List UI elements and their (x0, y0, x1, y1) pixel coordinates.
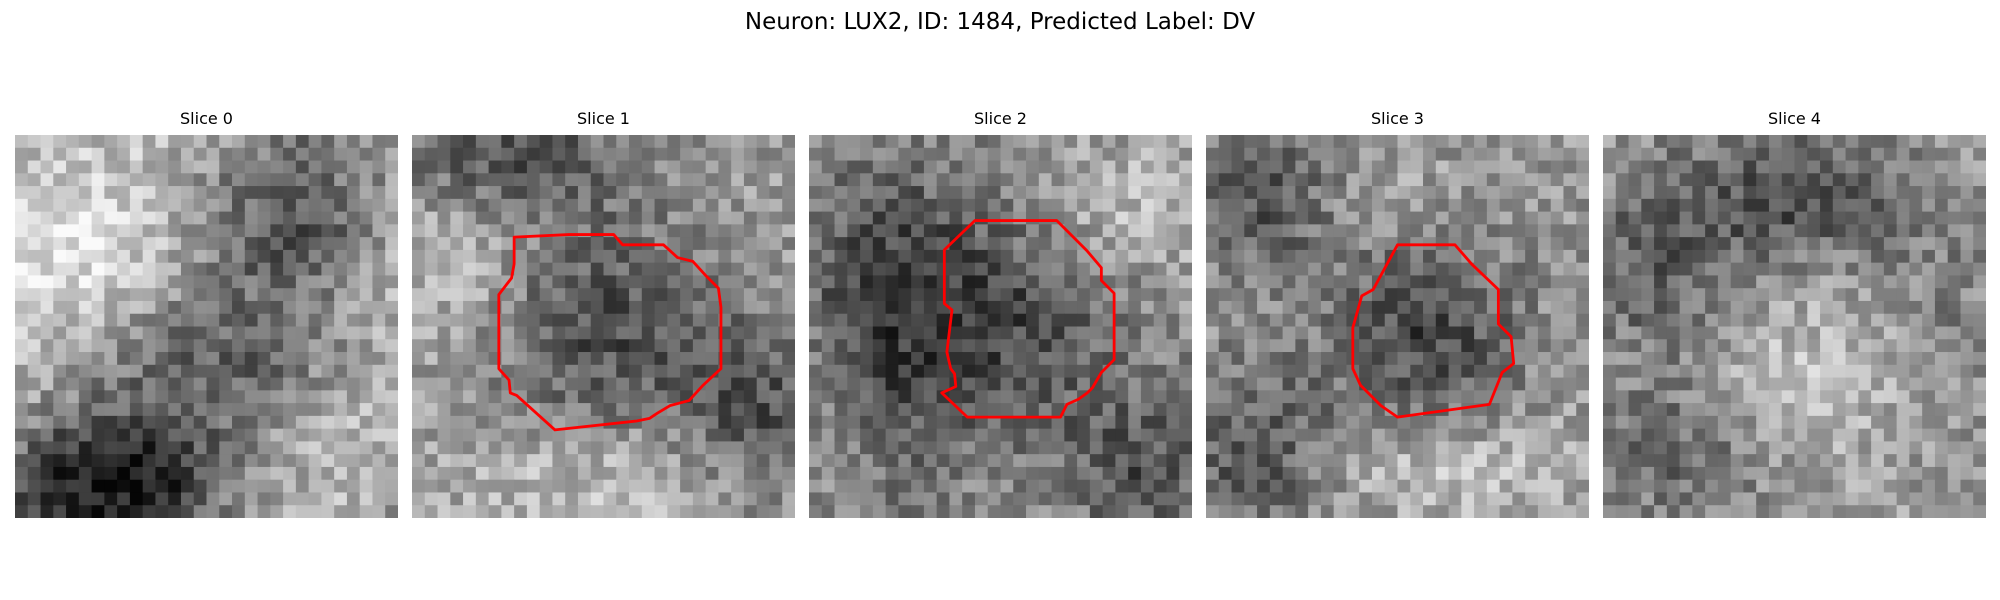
slice-image-3 (1206, 135, 1589, 518)
slice-panel-1: Slice 1 (412, 108, 795, 518)
slice-title-2: Slice 2 (974, 109, 1027, 128)
slice-title-1: Slice 1 (577, 109, 630, 128)
grayscale-pixels (1206, 135, 1589, 518)
slice-panel-0: Slice 0 (15, 108, 398, 518)
figure-title: Neuron: LUX2, ID: 1484, Predicted Label:… (744, 9, 1256, 35)
slice-panel-2: Slice 2 (809, 108, 1192, 518)
neuron-contour (497, 233, 723, 432)
neuron-contour (940, 219, 1116, 419)
slice-panel-4: Slice 4 (1603, 108, 1986, 518)
grayscale-pixels (15, 135, 398, 518)
grayscale-pixels (412, 135, 795, 518)
slice-image-4 (1603, 135, 1986, 518)
slice-title-3: Slice 3 (1371, 109, 1424, 128)
slice-title-0: Slice 0 (180, 109, 233, 128)
slice-image-2 (809, 135, 1192, 518)
grayscale-pixels (1603, 135, 1986, 518)
slice-image-1 (412, 135, 795, 518)
neuron-contour (1351, 243, 1516, 419)
slice-panel-3: Slice 3 (1206, 108, 1589, 518)
slice-image-0 (15, 135, 398, 518)
grayscale-pixels (809, 135, 1192, 518)
slice-title-4: Slice 4 (1768, 109, 1821, 128)
